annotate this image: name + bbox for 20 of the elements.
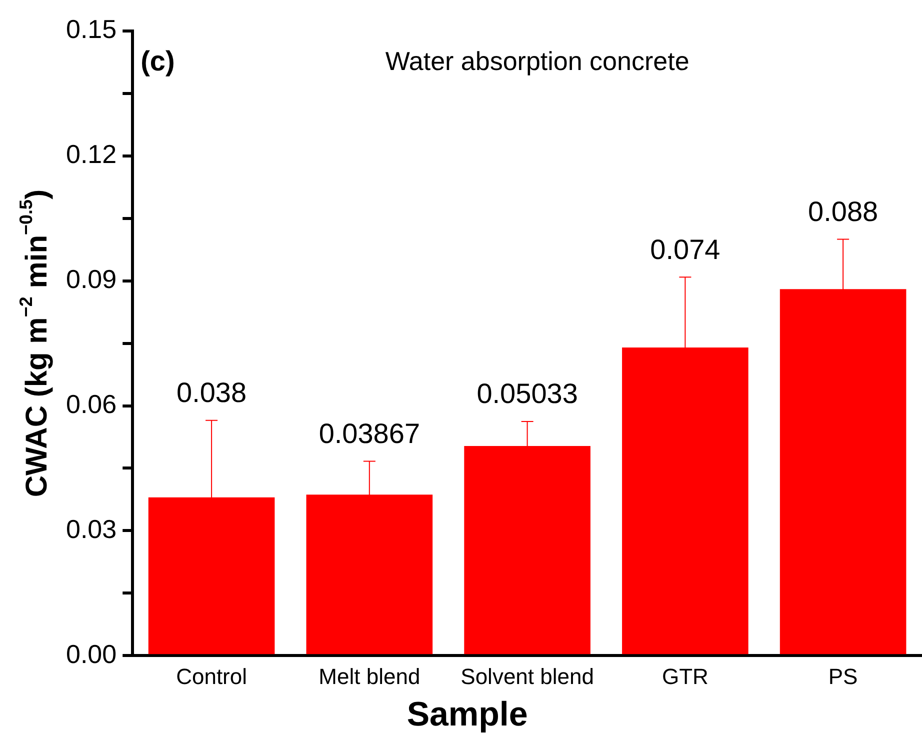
- x-tick-label: PS: [828, 664, 858, 689]
- y-tick-label: 0.03: [66, 514, 117, 544]
- y-tick-label: 0.09: [66, 264, 117, 294]
- x-tick-label: GTR: [662, 664, 708, 689]
- data-label: 0.074: [650, 234, 720, 265]
- data-label: 0.05033: [476, 378, 578, 410]
- y-tick-label: 0.15: [66, 14, 117, 44]
- annotation: (c): [140, 46, 175, 77]
- y-axis-title: CWAC (kg m−2 min−0.5): [16, 189, 54, 498]
- x-axis-title: Sample: [406, 695, 528, 734]
- data-label: 0.03867: [318, 418, 420, 449]
- x-tick-label: Solvent blend: [460, 664, 594, 689]
- y-tick-label: 0.00: [66, 638, 117, 669]
- x-tick-label: Melt blend: [318, 664, 420, 689]
- data-label: 0.088: [808, 196, 878, 227]
- x-tick-label: Control: [176, 664, 248, 689]
- text: Water absorption concrete: [385, 46, 690, 76]
- y-tick-label: 0.06: [66, 388, 117, 419]
- data-label: 0.038: [176, 377, 247, 408]
- y-tick-label: 0.12: [66, 139, 117, 170]
